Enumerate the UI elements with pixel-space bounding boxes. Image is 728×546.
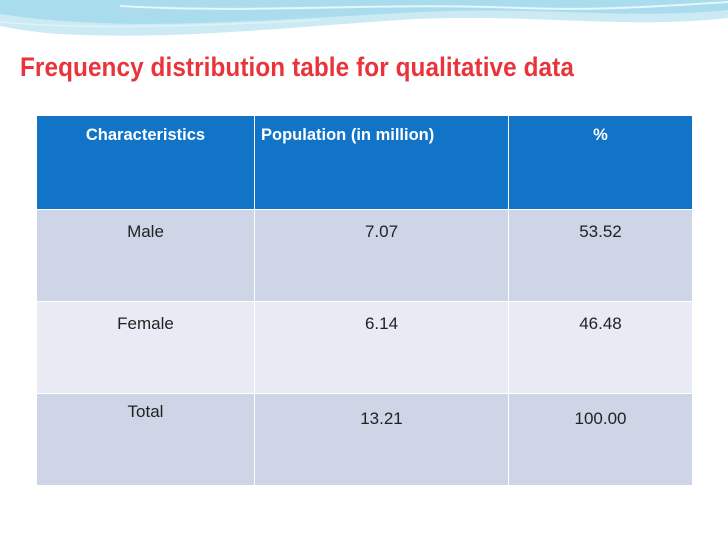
table-header-row: Characteristics Population (in million) … [36,115,693,210]
wave-streak [119,1,728,10]
frequency-table: Characteristics Population (in million) … [36,115,693,486]
table-row-total: Total 13.21 100.00 [36,393,693,486]
header-population: Population (in million) [254,115,509,210]
cell-population: 13.21 [254,393,509,486]
header-percent: % [508,115,693,210]
header-characteristics: Characteristics [36,115,255,210]
cell-percent: 100.00 [508,393,693,486]
cell-percent: 53.52 [508,209,693,302]
cell-population: 7.07 [254,209,509,302]
table-row-female: Female 6.14 46.48 [36,301,693,394]
cell-population: 6.14 [254,301,509,394]
wave-front [0,0,728,24]
table-row-male: Male 7.07 53.52 [36,209,693,302]
slide-title: Frequency distribution table for qualita… [20,52,574,82]
decorative-wave-band [0,0,728,36]
cell-characteristic: Total [36,393,255,486]
cell-characteristic: Female [36,301,255,394]
cell-percent: 46.48 [508,301,693,394]
cell-characteristic: Male [36,209,255,302]
wave-streak-2 [0,19,321,28]
